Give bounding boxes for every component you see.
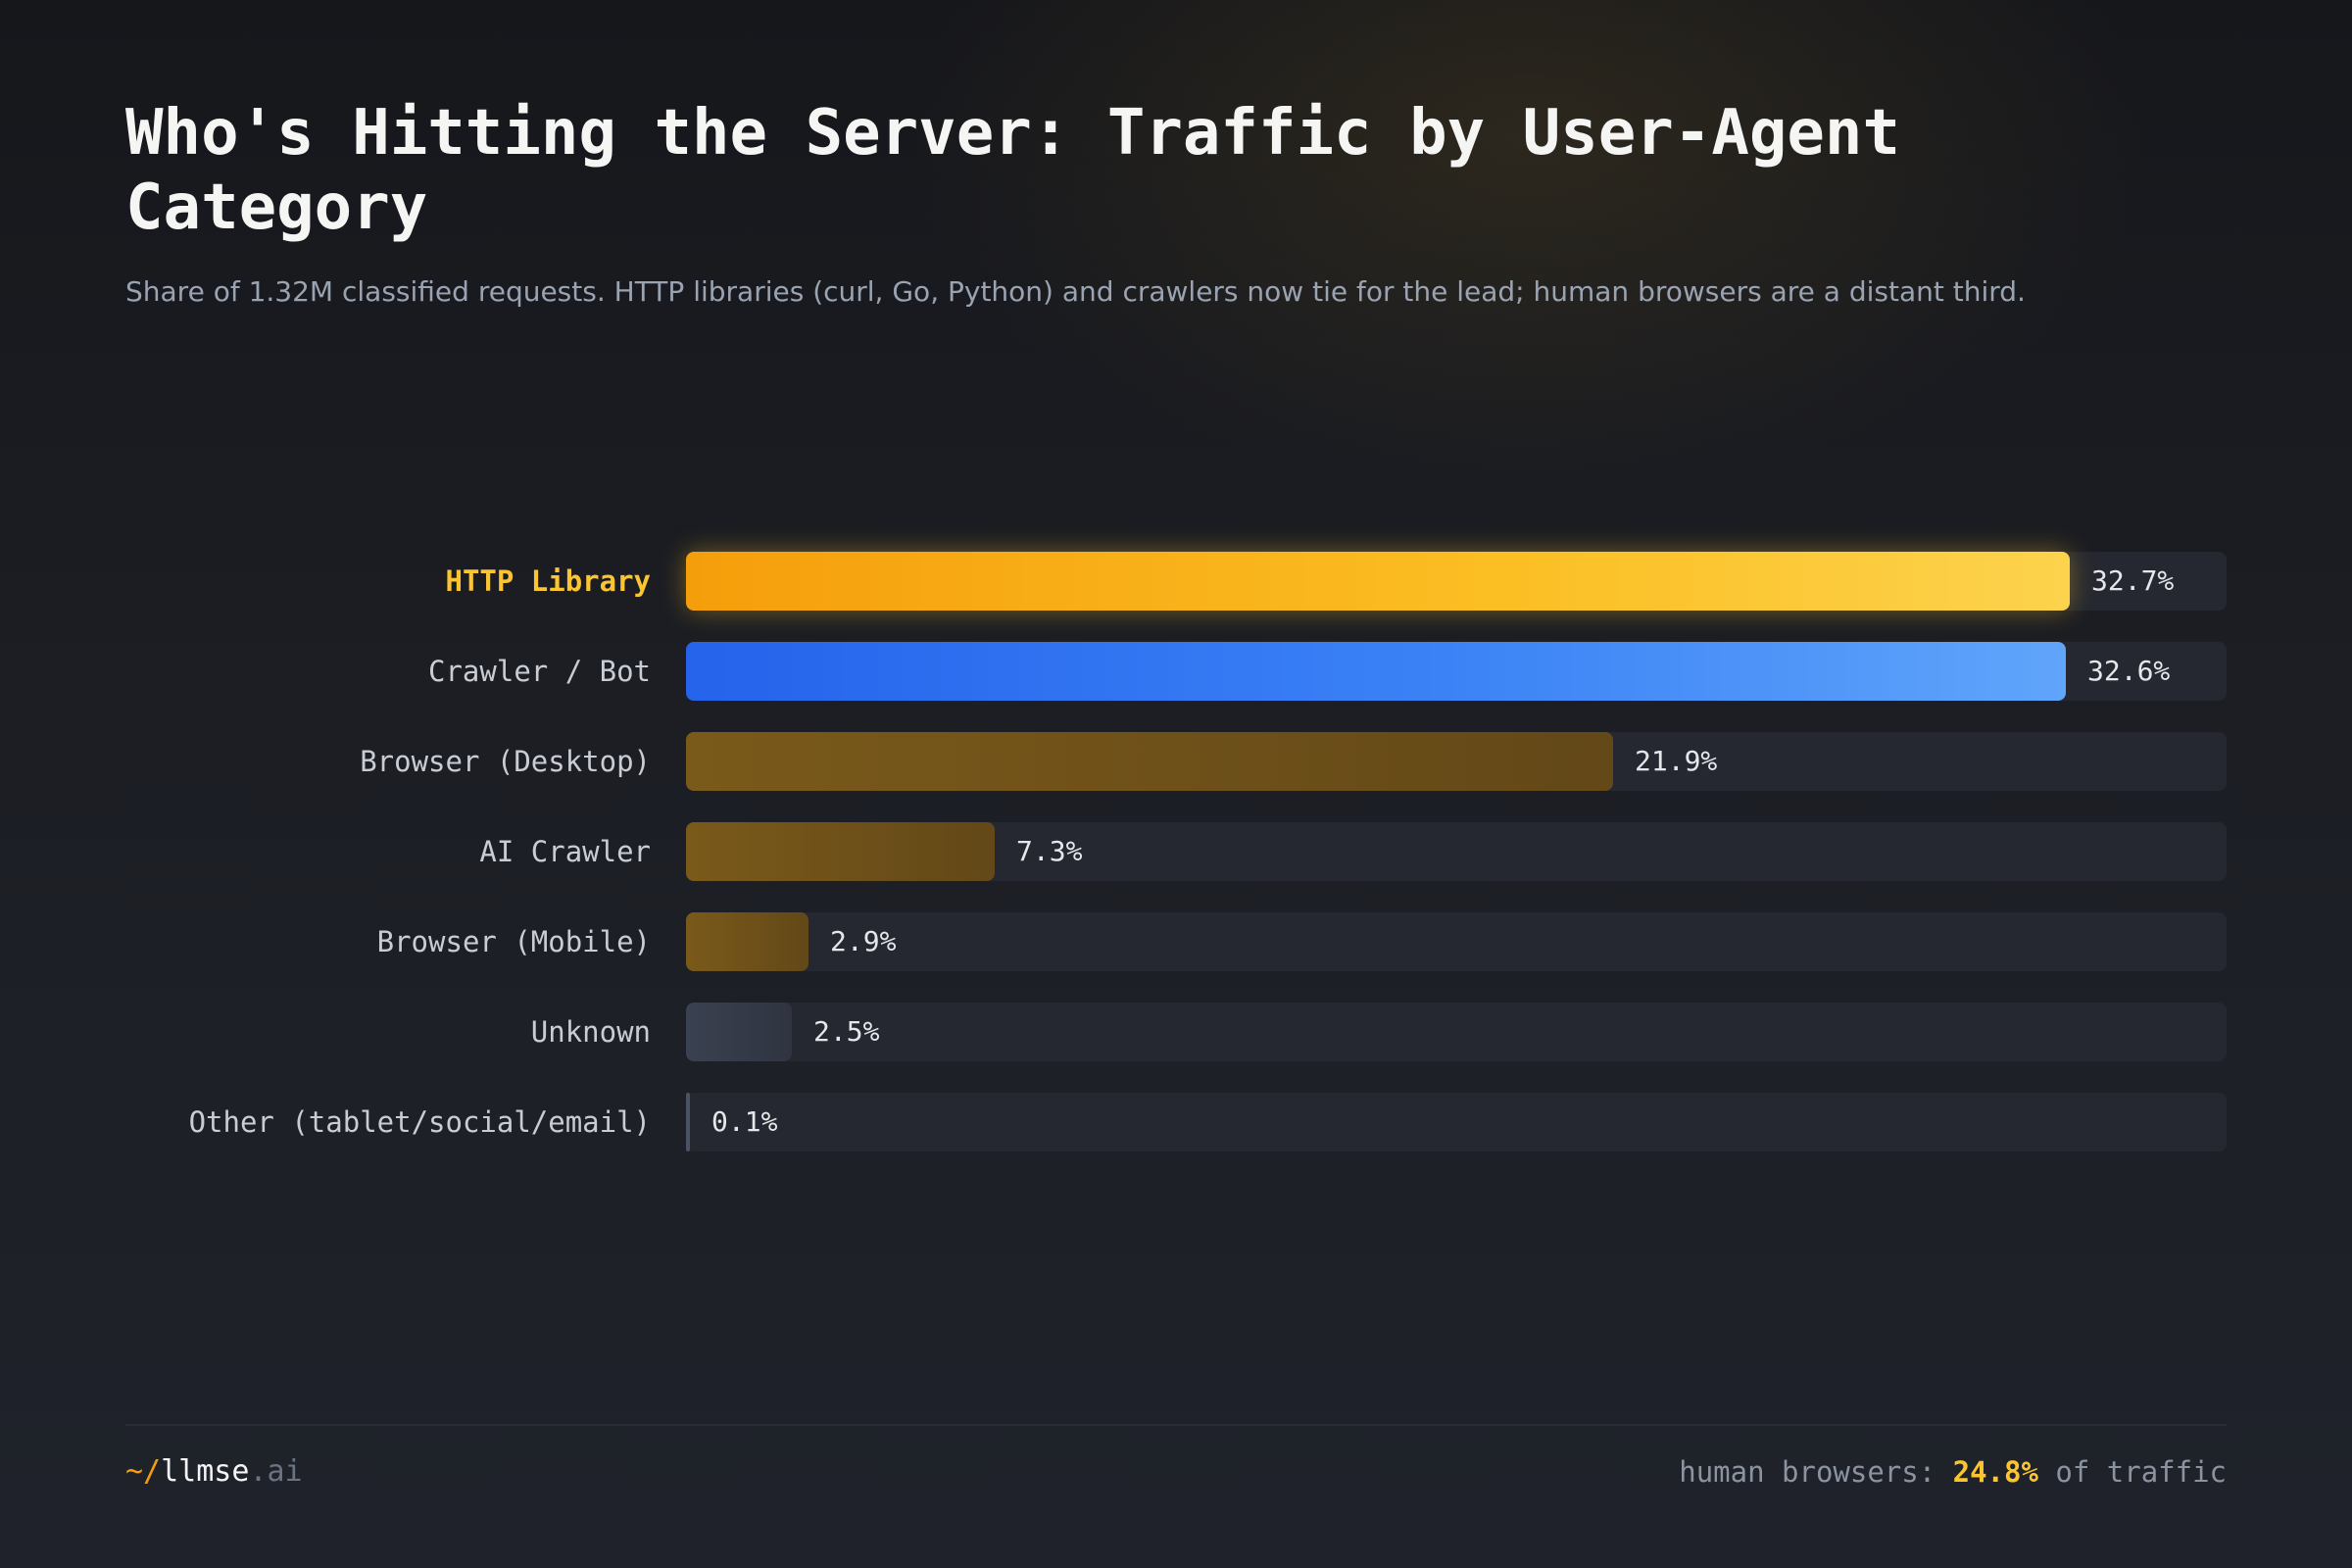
bar-browser-desktop: [686, 732, 1613, 791]
bar-ai-crawler: [686, 822, 995, 881]
chart-subtitle: Share of 1.32M classified requests. HTTP…: [125, 275, 2026, 308]
brand-prefix: ~/: [125, 1454, 162, 1489]
bar-track-ai-crawler: 7.3%: [686, 822, 2227, 881]
bar-http-library: [686, 552, 2070, 611]
bar-track-crawler-bot: 32.6%: [686, 642, 2227, 701]
bar-track-http-library: 32.7%: [686, 552, 2227, 611]
footer-note-suffix: of traffic: [2037, 1455, 2227, 1489]
category-label-ai-crawler: AI Crawler: [479, 835, 651, 868]
value-label-other-tablet-social-email: 0.1%: [711, 1105, 778, 1138]
footer-divider: [125, 1424, 2227, 1426]
category-label-http-library: HTTP Library: [445, 564, 651, 598]
brand-name: llmse: [161, 1454, 250, 1489]
bar-track-browser-mobile: 2.9%: [686, 912, 2227, 971]
footer-note: human browsers: 24.8% of traffic: [1679, 1450, 2227, 1494]
bar-other-tablet-social-email: [686, 1093, 690, 1152]
bar-browser-mobile: [686, 912, 808, 971]
bar-track-browser-desktop: 21.9%: [686, 732, 2227, 791]
value-label-http-library: 32.7%: [2091, 564, 2175, 597]
category-label-browser-mobile: Browser (Mobile): [376, 925, 651, 958]
value-label-browser-mobile: 2.9%: [830, 925, 897, 957]
value-label-ai-crawler: 7.3%: [1016, 835, 1083, 867]
category-label-crawler-bot: Crawler / Bot: [428, 655, 651, 688]
bar-crawler-bot: [686, 642, 2066, 701]
value-label-crawler-bot: 32.6%: [2087, 655, 2171, 687]
value-label-unknown: 2.5%: [813, 1015, 880, 1048]
footer-note-prefix: human browsers:: [1679, 1455, 1953, 1489]
category-label-other-tablet-social-email: Other (tablet/social/email): [188, 1105, 651, 1139]
footer-note-value: 24.8%: [1952, 1455, 2038, 1489]
bar-track-unknown: 2.5%: [686, 1003, 2227, 1061]
brand-logo: ~/llmse.ai: [125, 1450, 303, 1494]
category-label-unknown: Unknown: [530, 1015, 651, 1049]
chart-title: Who's Hitting the Server: Traffic by Use…: [125, 97, 1900, 244]
bar-track-other-tablet-social-email: 0.1%: [686, 1093, 2227, 1152]
bar-unknown: [686, 1003, 792, 1061]
value-label-browser-desktop: 21.9%: [1635, 745, 1718, 777]
category-label-browser-desktop: Browser (Desktop): [360, 745, 651, 778]
brand-tld: .ai: [249, 1454, 303, 1489]
